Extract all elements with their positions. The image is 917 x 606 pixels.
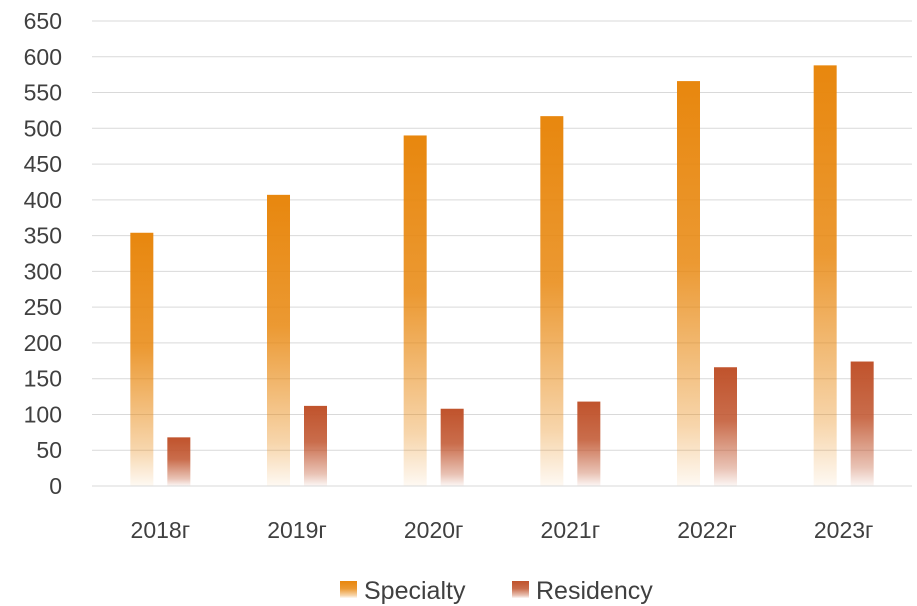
bars <box>130 65 874 487</box>
bar-specialty-2022г <box>677 81 700 486</box>
y-axis-tick-labels: 0 50 100 150 200 250 300 350 400 450 500 550 600 650 <box>24 8 62 499</box>
legend-label-residency: Residency <box>536 577 653 605</box>
y-tick-label: 150 <box>24 366 62 392</box>
y-tick-label: 400 <box>24 187 62 213</box>
bar-residency-2023г <box>850 361 874 486</box>
x-tick-label: 2018г <box>131 517 191 543</box>
legend-label-specialty: Specialty <box>364 577 466 605</box>
y-tick-label: 450 <box>24 151 62 177</box>
y-tick-label: 250 <box>24 294 62 320</box>
y-tick-label: 200 <box>24 330 62 356</box>
bar-residency-2018г <box>167 437 191 486</box>
legend: Specialty Residency <box>340 577 653 605</box>
bar-residency-2020г <box>440 408 464 486</box>
y-tick-label: 350 <box>24 223 62 249</box>
x-axis-tick-labels: 2018г 2019г 2020г 2021г 2022г 2023г <box>131 517 874 543</box>
y-tick-label: 600 <box>24 44 62 70</box>
x-tick-label: 2022г <box>677 517 737 543</box>
y-tick-label: 50 <box>36 437 62 463</box>
bar-residency-2022г <box>714 367 737 486</box>
x-tick-label: 2021г <box>541 517 601 543</box>
gridlines <box>92 20 912 451</box>
bar-residency-2021г <box>577 401 601 486</box>
bar-specialty-2021г <box>540 116 564 487</box>
x-tick-label: 2020г <box>404 517 464 543</box>
legend-swatch-residency <box>512 581 529 598</box>
y-tick-label: 550 <box>24 80 62 106</box>
y-tick-label: 0 <box>49 473 62 499</box>
bar-specialty-2019г <box>267 194 290 487</box>
bar-specialty-2020г <box>403 135 427 486</box>
y-tick-label: 300 <box>24 258 62 284</box>
y-tick-label: 100 <box>24 401 62 427</box>
y-tick-label: 500 <box>24 115 62 141</box>
bar-specialty-2018г <box>130 232 154 486</box>
bar-specialty-2023г <box>813 65 837 486</box>
y-tick-label: 650 <box>24 8 62 34</box>
legend-swatch-specialty <box>340 581 357 598</box>
bar-residency-2019г <box>304 405 327 486</box>
x-tick-label: 2023г <box>814 517 874 543</box>
x-tick-label: 2019г <box>267 517 327 543</box>
